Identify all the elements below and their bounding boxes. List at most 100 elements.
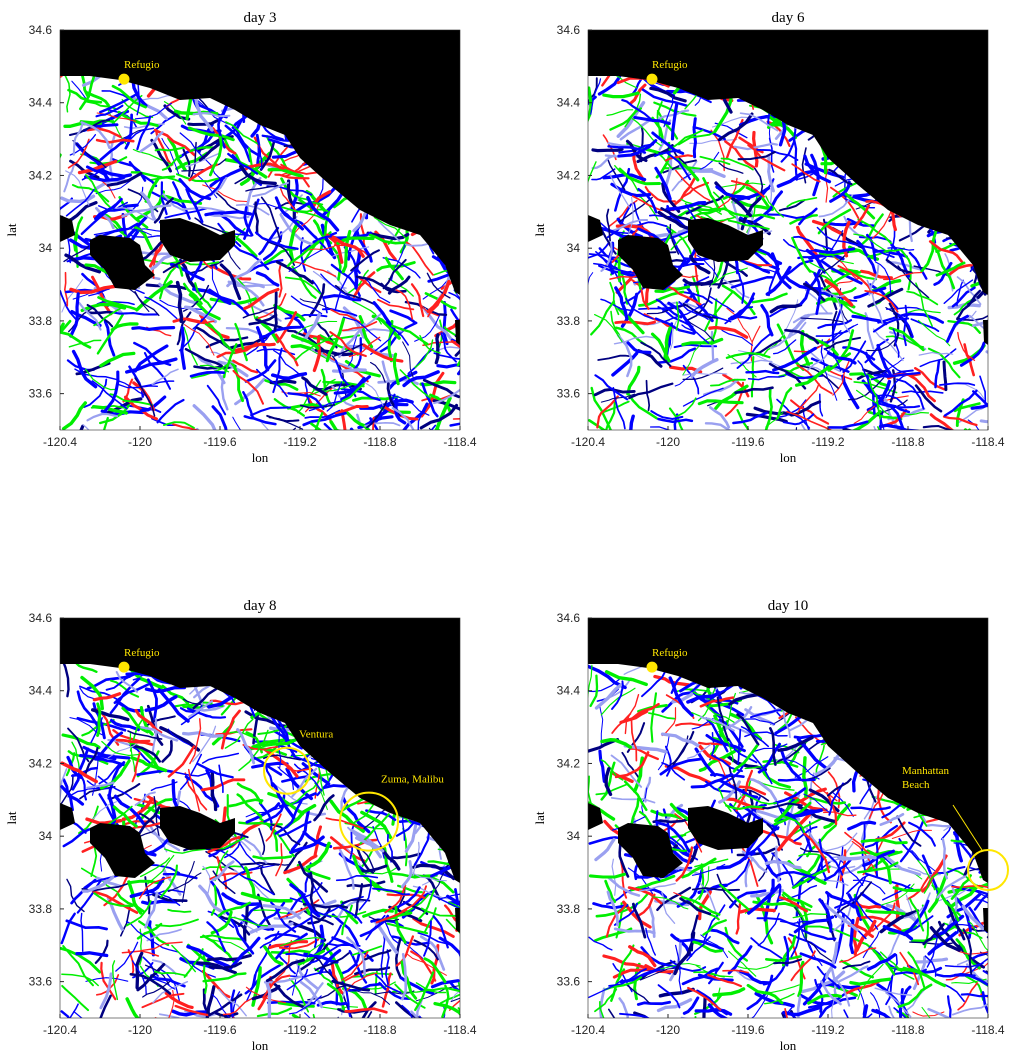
streak [133,328,174,330]
streak [986,683,1012,701]
y-axis-label: lat [4,223,19,236]
streak [987,352,1008,380]
x-tick-label: -118.8 [363,435,396,449]
streak [98,704,100,736]
x-tick-label: -118.4 [443,1023,476,1037]
y-tick-label: 33.8 [29,902,53,916]
streak [458,667,485,687]
streak [455,796,498,805]
streak [456,97,501,107]
x-tick-label: -119.6 [203,1023,236,1037]
plot-area [36,30,501,467]
streak [638,1002,669,1004]
y-tick-label: 34.6 [557,611,581,625]
streak [457,795,493,800]
streak [455,818,497,824]
streak [988,181,1006,211]
y-tick-label: 34.4 [557,96,581,110]
streak [988,933,1012,938]
x-tick-label: -118.4 [443,435,476,449]
x-tick-label: -118.8 [891,435,924,449]
streak [987,694,1012,703]
circle-label: Zuma, Malibu [381,774,444,786]
streak [352,429,364,458]
streak [695,1017,698,1051]
x-tick-label: -119.6 [731,1023,764,1037]
x-tick-label: -119.6 [731,435,764,449]
streak [458,836,479,852]
marker [647,662,658,673]
streak [451,424,481,426]
circle-label: Manhattan [902,765,950,777]
streak [458,647,480,680]
streak [927,825,953,826]
x-tick-label: -120 [656,435,680,449]
y-tick-label: 34.6 [29,611,53,625]
streak [436,335,438,363]
y-tick-label: 34.4 [557,684,581,698]
x-tick-label: -120 [128,1023,152,1037]
streak [944,362,946,390]
x-axis-label: lon [780,1038,797,1053]
streak [460,83,483,92]
y-tick-label: 34.6 [557,23,581,37]
streak [275,293,277,330]
streak [420,1016,433,1042]
marker-label: Refugio [652,59,688,71]
streak [986,789,1010,816]
x-tick-label: -119.2 [283,435,316,449]
x-tick-label: -120 [656,1023,680,1037]
panel-title: day 10 [768,598,808,614]
plot-area [565,30,1012,458]
streak [986,971,1003,991]
marker [647,74,658,85]
streak [460,243,481,267]
marker [119,74,130,85]
y-tick-label: 34 [39,829,53,843]
y-axis-label: lat [532,811,547,824]
panel: -120.4-120-119.6-119.2-118.8-118.433.633… [532,10,1012,465]
circle-label: Beach [902,779,930,791]
streak [458,140,487,143]
marker-label: Refugio [124,59,160,71]
panel: -120.4-120-119.6-119.2-118.8-118.433.633… [4,10,501,467]
streak [457,275,497,284]
circle-label: Ventura [299,729,333,741]
y-tick-label: 33.6 [29,975,53,989]
x-tick-label: -120 [128,435,152,449]
x-tick-label: -119.2 [811,1023,844,1037]
panel: -120.4-120-119.6-119.2-118.8-118.433.633… [4,598,498,1053]
plot-area [58,618,498,1046]
streak [88,312,112,313]
marker-label: Refugio [124,647,160,659]
panel-title: day 3 [244,10,277,26]
y-axis-label: lat [532,223,547,236]
streak [460,202,489,227]
streak [682,1018,712,1039]
streak [779,780,815,781]
y-tick-label: 33.8 [557,902,581,916]
streak [457,235,495,238]
x-tick-label: -120.4 [571,1023,605,1037]
x-tick-label: -119.6 [203,435,236,449]
x-tick-label: -120.4 [43,435,77,449]
streak [985,728,1011,740]
y-tick-label: 33.6 [557,975,581,989]
x-tick-label: -119.2 [811,435,844,449]
streak [459,982,478,1012]
y-tick-label: 33.8 [29,314,53,328]
x-axis-label: lon [780,450,797,465]
y-axis-label: lat [4,811,19,824]
y-tick-label: 34.2 [557,168,581,182]
streak [874,427,887,458]
x-tick-label: -120.4 [43,1023,77,1037]
streak [986,87,1012,99]
streak [334,370,366,372]
y-tick-label: 34 [567,829,581,843]
streak [438,365,473,367]
streak [987,325,1012,329]
streak [987,269,1007,302]
y-tick-label: 34.4 [29,96,53,110]
streak [878,427,891,458]
figure: -120.4 -120 -119.6 -119.2 -118.8 -118.4 33.6 33… [0,0,1012,1057]
